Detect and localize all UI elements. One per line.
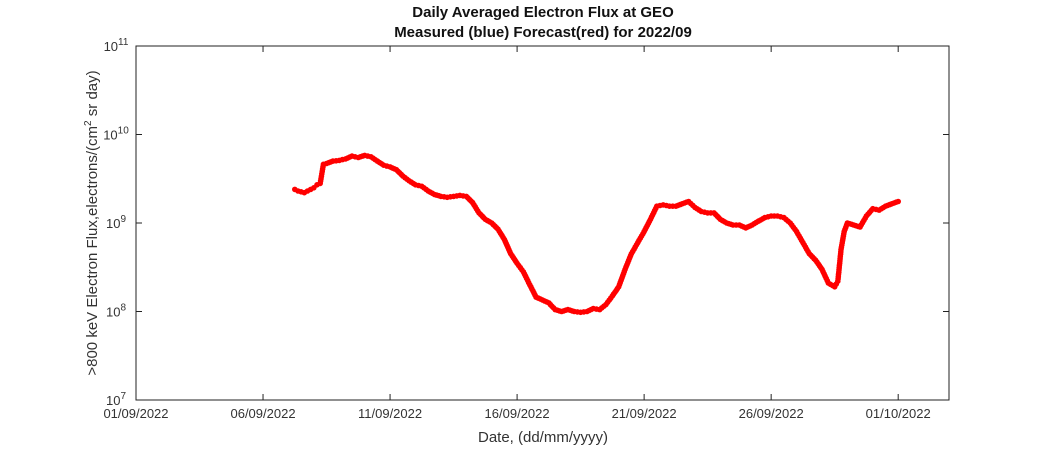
x-tick-label: 01/10/2022: [866, 406, 931, 421]
y-axis: 107 108 109 1010 1011: [103, 37, 949, 408]
y-tick-label: 108: [106, 303, 126, 320]
x-tick-label: 01/09/2022: [103, 406, 168, 421]
x-tick-label: 26/09/2022: [739, 406, 804, 421]
x-tick-label: 16/09/2022: [485, 406, 550, 421]
y-axis-label: >800 keV Electron Flux,electrons/(cm2 sr…: [83, 70, 101, 375]
x-axis: 01/09/2022 06/09/2022 11/09/2022 16/09/2022…: [103, 46, 931, 421]
data-series: [292, 152, 901, 316]
x-tick-label: 06/09/2022: [230, 406, 295, 421]
y-tick-label: 109: [106, 214, 126, 231]
plot-area: [135, 45, 950, 401]
y-tick-label: 1011: [104, 37, 129, 54]
y-tick-label: 107: [106, 391, 126, 408]
chart-subtitle: Measured (blue) Forecast(red) for 2022/0…: [394, 24, 692, 41]
x-tick-label: 11/09/2022: [358, 406, 422, 421]
data-point: [895, 198, 901, 205]
x-axis-label: Date, (dd/mm/yyyy): [478, 429, 608, 446]
x-tick-label: 21/09/2022: [612, 406, 677, 421]
chart-title: Daily Averaged Electron Flux at GEO: [412, 4, 674, 21]
y-tick-label: 1010: [103, 126, 129, 143]
